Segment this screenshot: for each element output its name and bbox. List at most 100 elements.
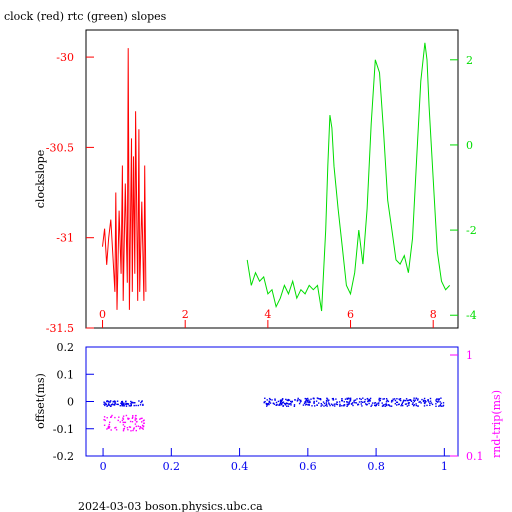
- offset-point: [315, 400, 318, 402]
- offset-point: [426, 404, 428, 407]
- offset-point: [371, 404, 373, 406]
- offset-point: [399, 398, 402, 400]
- offset-point: [122, 404, 124, 406]
- offset-point: [133, 402, 136, 404]
- rnd-trip-point: [122, 418, 125, 420]
- offset-point: [304, 404, 307, 406]
- offset-point: [103, 403, 105, 405]
- offset-point: [339, 404, 341, 406]
- upper-right-tick-label: 0: [466, 139, 473, 152]
- offset-point: [400, 405, 402, 407]
- offset-point: [285, 398, 287, 401]
- offset-point: [440, 405, 442, 407]
- offset-point: [290, 402, 292, 405]
- rnd-trip-point: [124, 425, 126, 428]
- offset-point: [435, 403, 437, 405]
- offset-point: [399, 399, 401, 401]
- offset-point: [367, 399, 369, 401]
- rnd-trip-point: [133, 427, 135, 429]
- rnd-trip-point: [121, 419, 124, 422]
- offset-point: [131, 401, 133, 403]
- offset-point: [104, 404, 106, 407]
- offset-point: [287, 405, 290, 407]
- offset-point: [438, 399, 440, 401]
- offset-point: [429, 400, 432, 402]
- rnd-trip-point: [139, 426, 141, 428]
- rnd-trip-point: [108, 426, 111, 428]
- offset-point: [293, 405, 296, 407]
- offset-point: [354, 399, 357, 401]
- offset-point: [305, 401, 307, 403]
- offset-point: [435, 399, 437, 401]
- offset-point: [287, 402, 289, 405]
- offset-point: [442, 404, 445, 407]
- rnd-trip-point: [104, 419, 106, 422]
- green-series-line: [246, 42, 451, 312]
- offset-point: [398, 403, 400, 405]
- offset-point: [368, 398, 371, 401]
- rnd-trip-point: [115, 426, 117, 429]
- offset-point: [436, 398, 438, 400]
- offset-point: [339, 405, 341, 407]
- offset-point: [304, 401, 306, 403]
- rnd-trip-point: [141, 424, 144, 427]
- upper-x-tick-label: 2: [182, 308, 189, 321]
- footer-label: 2024-03-03 boson.physics.ubc.ca: [78, 500, 263, 512]
- offset-point: [281, 399, 283, 401]
- offset-point: [382, 405, 384, 407]
- rnd-trip-point: [132, 415, 134, 417]
- offset-point: [121, 403, 123, 405]
- offset-point: [378, 398, 380, 401]
- offset-point: [299, 401, 302, 403]
- offset-point: [125, 405, 128, 407]
- offset-point: [103, 401, 105, 403]
- offset-point: [308, 404, 310, 406]
- offset-point: [130, 400, 132, 403]
- offset-point: [346, 401, 349, 403]
- offset-point: [353, 399, 355, 402]
- offset-point: [435, 400, 438, 403]
- offset-point: [269, 398, 271, 401]
- rnd-trip-point: [123, 421, 125, 424]
- offset-point: [391, 399, 393, 402]
- offset-point: [284, 404, 287, 406]
- offset-point: [351, 402, 354, 404]
- offset-point: [404, 399, 406, 402]
- offset-point: [383, 398, 385, 400]
- offset-point: [323, 402, 326, 405]
- rnd-trip-point: [127, 417, 129, 419]
- rnd-trip-point: [122, 430, 125, 432]
- offset-point: [268, 400, 270, 402]
- offset-point: [121, 404, 123, 406]
- offset-point: [427, 399, 429, 401]
- offset-point: [121, 400, 124, 403]
- lower-x-tick-label: 0: [100, 460, 107, 473]
- rnd-trip-point: [134, 423, 137, 425]
- offset-point: [378, 397, 381, 400]
- offset-point: [130, 402, 132, 405]
- offset-point: [423, 405, 426, 407]
- offset-point: [344, 398, 347, 400]
- offset-point: [128, 405, 130, 407]
- offset-point: [440, 397, 442, 399]
- offset-point: [264, 397, 266, 399]
- offset-point: [305, 399, 307, 401]
- offset-point: [268, 403, 270, 406]
- offset-point: [320, 403, 322, 405]
- offset-point: [142, 404, 144, 406]
- offset-point: [361, 405, 363, 407]
- offset-point: [267, 403, 269, 405]
- offset-point: [132, 402, 134, 404]
- offset-point: [298, 399, 300, 401]
- offset-point: [365, 404, 368, 406]
- offset-point: [348, 402, 350, 404]
- offset-point: [288, 399, 291, 401]
- offset-point: [120, 402, 122, 404]
- offset-point: [280, 400, 283, 402]
- offset-point: [108, 400, 110, 403]
- offset-point: [282, 401, 284, 404]
- offset-point: [313, 402, 315, 405]
- rnd-trip-point: [103, 419, 105, 421]
- offset-point: [362, 401, 364, 403]
- offset-point: [114, 402, 116, 405]
